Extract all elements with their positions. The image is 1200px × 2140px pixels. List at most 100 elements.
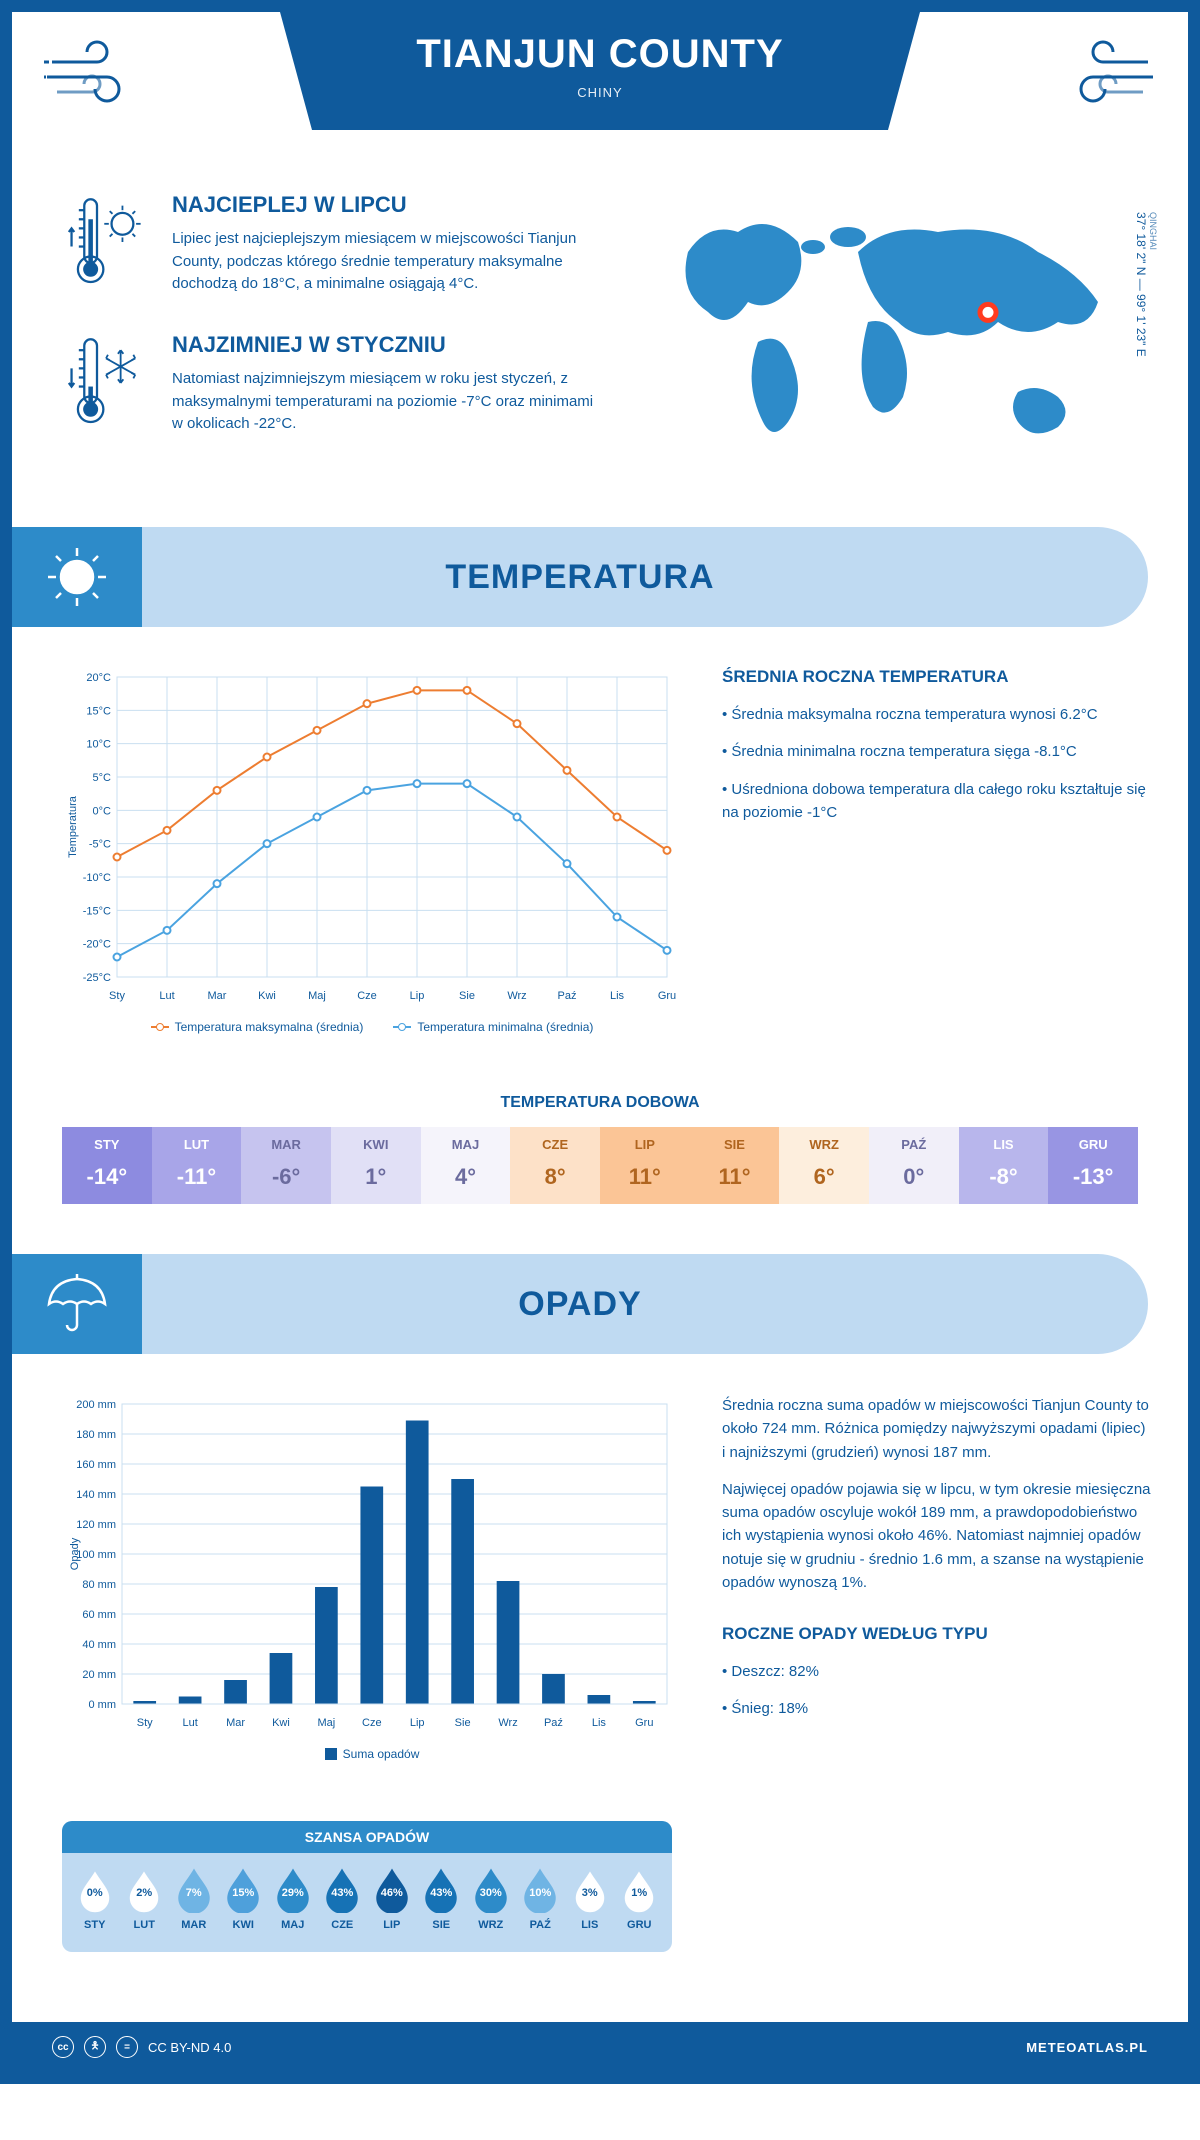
svg-text:20 mm: 20 mm	[82, 1669, 116, 1681]
svg-text:Sty: Sty	[137, 1717, 153, 1729]
daily-temp-title: TEMPERATURA DOBOWA	[12, 1094, 1188, 1112]
svg-text:Temperatura: Temperatura	[67, 795, 79, 858]
precip-type-item: Deszcz: 82%	[722, 1660, 1152, 1683]
svg-text:10°C: 10°C	[86, 739, 111, 751]
daily-temp-cell: SIE11°	[690, 1127, 780, 1204]
daily-temp-cell: LIS-8°	[959, 1127, 1049, 1204]
svg-text:200 mm: 200 mm	[76, 1399, 116, 1411]
svg-text:Maj: Maj	[308, 990, 326, 1002]
svg-text:-25°C: -25°C	[83, 972, 111, 984]
daily-temp-cell: LUT-11°	[152, 1127, 242, 1204]
temperature-line-chart: -25°C-20°C-15°C-10°C-5°C0°C5°C10°C15°C20…	[62, 667, 682, 1007]
temp-bullet: Średnia minimalna roczna temperatura się…	[722, 740, 1152, 763]
svg-text:Wrz: Wrz	[507, 990, 526, 1002]
rain-chance-cell: 3% LIS	[567, 1867, 613, 1931]
svg-text:Lut: Lut	[159, 990, 174, 1002]
svg-text:160 mm: 160 mm	[76, 1459, 116, 1471]
rain-chance-cell: 1% GRU	[617, 1867, 663, 1931]
svg-text:0 mm: 0 mm	[89, 1699, 117, 1711]
title-banner: TIANJUN COUNTY CHINY	[280, 12, 920, 130]
coldest-text: Natomiast najzimniejszym miesiącem w rok…	[172, 368, 608, 436]
thermometer-snow-icon	[62, 332, 152, 437]
wind-icon	[42, 37, 142, 117]
daily-temp-cell: STY-14°	[62, 1127, 152, 1204]
daily-temp-cell: LIP11°	[600, 1127, 690, 1204]
legend-max: Temperatura maksymalna (średnia)	[175, 1020, 364, 1034]
page-title: TIANJUN COUNTY	[370, 32, 830, 77]
rain-chance-cell: 29% MAJ	[270, 1867, 316, 1931]
daily-temp-cell: MAJ4°	[421, 1127, 511, 1204]
temp-bullet: Średnia maksymalna roczna temperatura wy…	[722, 703, 1152, 726]
precip-p2: Najwięcej opadów pojawia się w lipcu, w …	[722, 1478, 1152, 1594]
precip-chart: 0 mm20 mm40 mm60 mm80 mm100 mm120 mm140 …	[62, 1394, 682, 1761]
svg-text:20°C: 20°C	[86, 672, 111, 684]
svg-text:Gru: Gru	[658, 990, 676, 1002]
svg-text:Sie: Sie	[455, 1717, 471, 1729]
svg-text:-5°C: -5°C	[89, 839, 111, 851]
svg-text:-10°C: -10°C	[83, 872, 111, 884]
svg-text:Kwi: Kwi	[258, 990, 276, 1002]
coords-text: 37° 18' 2" N — 99° 1' 23" E	[1134, 212, 1148, 357]
svg-text:Lis: Lis	[610, 990, 625, 1002]
annual-temp-title: ŚREDNIA ROCZNA TEMPERATURA	[722, 667, 1152, 687]
svg-text:100 mm: 100 mm	[76, 1549, 116, 1561]
rain-chance-panel: SZANSA OPADÓW 0% STY 2% LUT 7% MAR 15% K…	[62, 1821, 672, 1952]
rain-chance-cell: 43% SIE	[419, 1867, 465, 1931]
precip-title: OPADY	[518, 1285, 641, 1324]
world-map: QINGHAI 37° 18' 2" N — 99° 1' 23" E	[638, 192, 1138, 477]
daily-temp-cell: KWI1°	[331, 1127, 421, 1204]
temperature-chart: -25°C-20°C-15°C-10°C-5°C0°C5°C10°C15°C20…	[62, 667, 682, 1034]
daily-temp-cell: MAR-6°	[241, 1127, 331, 1204]
precip-type-title: ROCZNE OPADY WEDŁUG TYPU	[722, 1624, 1152, 1644]
svg-text:Lis: Lis	[592, 1717, 607, 1729]
cc-icon: cc	[52, 2036, 74, 2058]
rain-chance-title: SZANSA OPADÓW	[62, 1821, 672, 1853]
precip-legend-label: Suma opadów	[343, 1747, 420, 1761]
temp-bullet: Uśredniona dobowa temperatura dla całego…	[722, 778, 1152, 825]
svg-text:80 mm: 80 mm	[82, 1579, 116, 1591]
precip-bar-chart: 0 mm20 mm40 mm60 mm80 mm100 mm120 mm140 …	[62, 1394, 682, 1734]
svg-text:Cze: Cze	[362, 1717, 382, 1729]
daily-temp-grid: STY-14°LUT-11°MAR-6°KWI1°MAJ4°CZE8°LIP11…	[62, 1127, 1138, 1204]
svg-text:-15°C: -15°C	[83, 905, 111, 917]
warmest-title: NAJCIEPLEJ W LIPCU	[172, 192, 608, 218]
svg-text:Paź: Paź	[544, 1717, 563, 1729]
svg-text:Cze: Cze	[357, 990, 377, 1002]
svg-text:140 mm: 140 mm	[76, 1489, 116, 1501]
svg-text:Sie: Sie	[459, 990, 475, 1002]
intro-section: NAJCIEPLEJ W LIPCU Lipiec jest najcieple…	[12, 162, 1188, 527]
rain-chance-cell: 43% CZE	[320, 1867, 366, 1931]
header: TIANJUN COUNTY CHINY	[12, 12, 1188, 162]
precip-summary: Średnia roczna suma opadów w miejscowośc…	[722, 1394, 1152, 1761]
coordinates: QINGHAI 37° 18' 2" N — 99° 1' 23" E	[1134, 212, 1158, 357]
daily-temp-cell: PAŹ0°	[869, 1127, 959, 1204]
svg-text:180 mm: 180 mm	[76, 1429, 116, 1441]
precip-legend: Suma opadów	[62, 1747, 682, 1761]
svg-text:Mar: Mar	[226, 1717, 245, 1729]
warmest-text: Lipiec jest najcieplejszym miesiącem w m…	[172, 228, 608, 296]
wind-icon	[1058, 37, 1158, 117]
svg-text:-20°C: -20°C	[83, 939, 111, 951]
sun-icon	[12, 527, 142, 627]
svg-text:0°C: 0°C	[93, 805, 112, 817]
svg-text:Paź: Paź	[558, 990, 577, 1002]
daily-temp-cell: CZE8°	[510, 1127, 600, 1204]
rain-chance-cell: 2% LUT	[122, 1867, 168, 1931]
daily-temp-cell: GRU-13°	[1048, 1127, 1138, 1204]
svg-text:Kwi: Kwi	[272, 1717, 290, 1729]
svg-text:Sty: Sty	[109, 990, 125, 1002]
svg-text:60 mm: 60 mm	[82, 1609, 116, 1621]
footer: cc 🯅 = CC BY-ND 4.0 METEOATLAS.PL	[12, 2022, 1188, 2072]
svg-text:Wrz: Wrz	[498, 1717, 517, 1729]
rain-chance-cell: 10% PAŹ	[518, 1867, 564, 1931]
nd-icon: =	[116, 2036, 138, 2058]
rain-chance-cell: 30% WRZ	[468, 1867, 514, 1931]
legend-min: Temperatura minimalna (średnia)	[417, 1020, 593, 1034]
rain-chance-cell: 7% MAR	[171, 1867, 217, 1931]
precip-type-item: Śnieg: 18%	[722, 1697, 1152, 1720]
by-icon: 🯅	[84, 2036, 106, 2058]
svg-text:Mar: Mar	[208, 990, 227, 1002]
svg-text:15°C: 15°C	[86, 705, 111, 717]
svg-text:Gru: Gru	[635, 1717, 653, 1729]
svg-text:Lut: Lut	[182, 1717, 197, 1729]
